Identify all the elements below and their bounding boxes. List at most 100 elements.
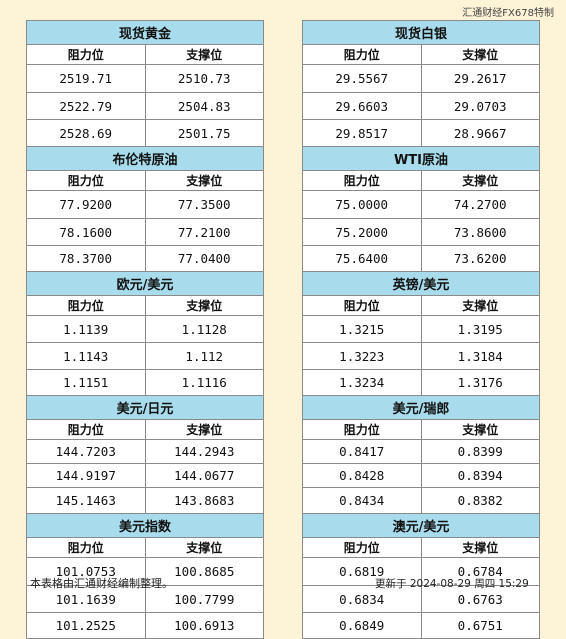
support-value: 29.0703 <box>420 92 540 120</box>
table-row: 2519.71 2510.73 <box>26 64 264 93</box>
resistance-header: 阻力位 <box>26 295 146 316</box>
table-row: 78.3700 77.0400 <box>26 245 264 272</box>
instrument-title: 澳元/美元 <box>302 513 540 538</box>
footer-updated: 更新于 2024-08-29 周四 15:29 <box>375 578 529 590</box>
table-row: 2528.69 2501.75 <box>26 119 264 147</box>
support-header: 支撑位 <box>420 170 540 191</box>
resistance-value: 1.3234 <box>302 369 422 396</box>
resistance-value: 101.2525 <box>26 612 146 639</box>
support-value: 0.6784 <box>420 557 540 586</box>
table-row: 29.5567 29.2617 <box>302 64 540 93</box>
support-value: 100.6913 <box>144 612 264 639</box>
footer-note: 本表格由汇通财经编制整理。 <box>30 577 173 590</box>
resistance-value: 29.6603 <box>302 92 422 120</box>
support-value: 144.2943 <box>144 439 264 464</box>
resistance-value: 144.9197 <box>26 463 146 488</box>
resistance-value: 29.5567 <box>302 64 422 93</box>
table-row: 0.6819 0.6784 <box>302 557 540 586</box>
table-row: 77.9200 77.3500 <box>26 190 264 219</box>
table-row: 101.0753 100.8685 <box>26 557 264 586</box>
table-row: 1.3215 1.3195 <box>302 315 540 343</box>
watermark-text: 汇通财经FX678特制 <box>462 8 554 19</box>
resistance-header: 阻力位 <box>26 44 146 65</box>
resistance-header: 阻力位 <box>26 537 146 558</box>
resistance-value: 1.1143 <box>26 342 146 370</box>
support-value: 143.8683 <box>144 487 264 514</box>
resistance-header: 阻力位 <box>302 295 422 316</box>
support-header: 支撑位 <box>144 295 264 316</box>
instrument-title: 现货黄金 <box>26 20 264 45</box>
table-row: 2522.79 2504.83 <box>26 92 264 120</box>
support-value: 1.3176 <box>420 369 540 396</box>
left-rates-table: 现货黄金 阻力位 支撑位 2519.71 2510.73 2522.79 2504.83 25… <box>26 20 264 639</box>
resistance-value: 75.6400 <box>302 245 422 272</box>
support-value: 2501.75 <box>144 119 264 147</box>
support-header: 支撑位 <box>144 170 264 191</box>
table-row: 29.8517 28.9667 <box>302 119 540 147</box>
resistance-header: 阻力位 <box>302 537 422 558</box>
table-row: 1.3234 1.3176 <box>302 369 540 396</box>
support-value: 1.3195 <box>420 315 540 343</box>
resistance-value: 145.1463 <box>26 487 146 514</box>
table-row: 144.9197 144.0677 <box>26 463 264 488</box>
instrument-title: 美元指数 <box>26 513 264 538</box>
right-rates-table: 现货白银 阻力位 支撑位 29.5567 29.2617 29.6603 29.0703 29… <box>302 20 540 639</box>
resistance-value: 1.3223 <box>302 342 422 370</box>
table-row: 29.6603 29.0703 <box>302 92 540 120</box>
resistance-value: 0.8428 <box>302 463 422 488</box>
support-header: 支撑位 <box>420 295 540 316</box>
resistance-header: 阻力位 <box>26 170 146 191</box>
table-row: 145.1463 143.8683 <box>26 487 264 514</box>
support-header: 支撑位 <box>420 419 540 440</box>
resistance-value: 101.0753 <box>26 557 146 586</box>
support-value: 0.6751 <box>420 612 540 639</box>
table-row: 75.0000 74.2700 <box>302 190 540 219</box>
support-value: 100.8685 <box>144 557 264 586</box>
support-value: 73.8600 <box>420 218 540 246</box>
left-column: 现货黄金 阻力位 支撑位 2519.71 2510.73 2522.79 2504.83 25… <box>26 20 264 639</box>
instrument-title: 现货白银 <box>302 20 540 45</box>
resistance-value: 78.3700 <box>26 245 146 272</box>
support-value: 1.112 <box>144 342 264 370</box>
table-row: 101.2525 100.6913 <box>26 612 264 639</box>
table-row: 0.8434 0.8382 <box>302 487 540 514</box>
resistance-value: 2528.69 <box>26 119 146 147</box>
support-value: 77.0400 <box>144 245 264 272</box>
table-row: 0.6849 0.6751 <box>302 612 540 639</box>
table-row: 1.1151 1.1116 <box>26 369 264 396</box>
table-row: 75.2000 73.8600 <box>302 218 540 246</box>
instrument-title: WTI原油 <box>302 146 540 171</box>
instrument-title: 欧元/美元 <box>26 271 264 296</box>
resistance-value: 29.8517 <box>302 119 422 147</box>
resistance-header: 阻力位 <box>26 419 146 440</box>
resistance-header: 阻力位 <box>302 419 422 440</box>
table-row: 1.1143 1.112 <box>26 342 264 370</box>
support-header: 支撑位 <box>420 44 540 65</box>
support-value: 1.1128 <box>144 315 264 343</box>
support-value: 0.8382 <box>420 487 540 514</box>
table-row: 78.1600 77.2100 <box>26 218 264 246</box>
resistance-header: 阻力位 <box>302 170 422 191</box>
table-row: 1.1139 1.1128 <box>26 315 264 343</box>
resistance-value: 2522.79 <box>26 92 146 120</box>
table-row: 0.8417 0.8399 <box>302 439 540 464</box>
support-value: 29.2617 <box>420 64 540 93</box>
support-value: 0.8399 <box>420 439 540 464</box>
resistance-value: 78.1600 <box>26 218 146 246</box>
support-value: 144.0677 <box>144 463 264 488</box>
resistance-value: 75.0000 <box>302 190 422 219</box>
resistance-value: 144.7203 <box>26 439 146 464</box>
support-value: 1.3184 <box>420 342 540 370</box>
resistance-value: 0.8417 <box>302 439 422 464</box>
support-header: 支撑位 <box>144 419 264 440</box>
support-header: 支撑位 <box>420 537 540 558</box>
resistance-value: 1.1151 <box>26 369 146 396</box>
resistance-value: 1.1139 <box>26 315 146 343</box>
support-header: 支撑位 <box>144 44 264 65</box>
support-value: 0.8394 <box>420 463 540 488</box>
instrument-title: 英镑/美元 <box>302 271 540 296</box>
table-row: 0.8428 0.8394 <box>302 463 540 488</box>
support-value: 77.3500 <box>144 190 264 219</box>
resistance-value: 1.3215 <box>302 315 422 343</box>
instrument-title: 美元/瑞郎 <box>302 395 540 420</box>
